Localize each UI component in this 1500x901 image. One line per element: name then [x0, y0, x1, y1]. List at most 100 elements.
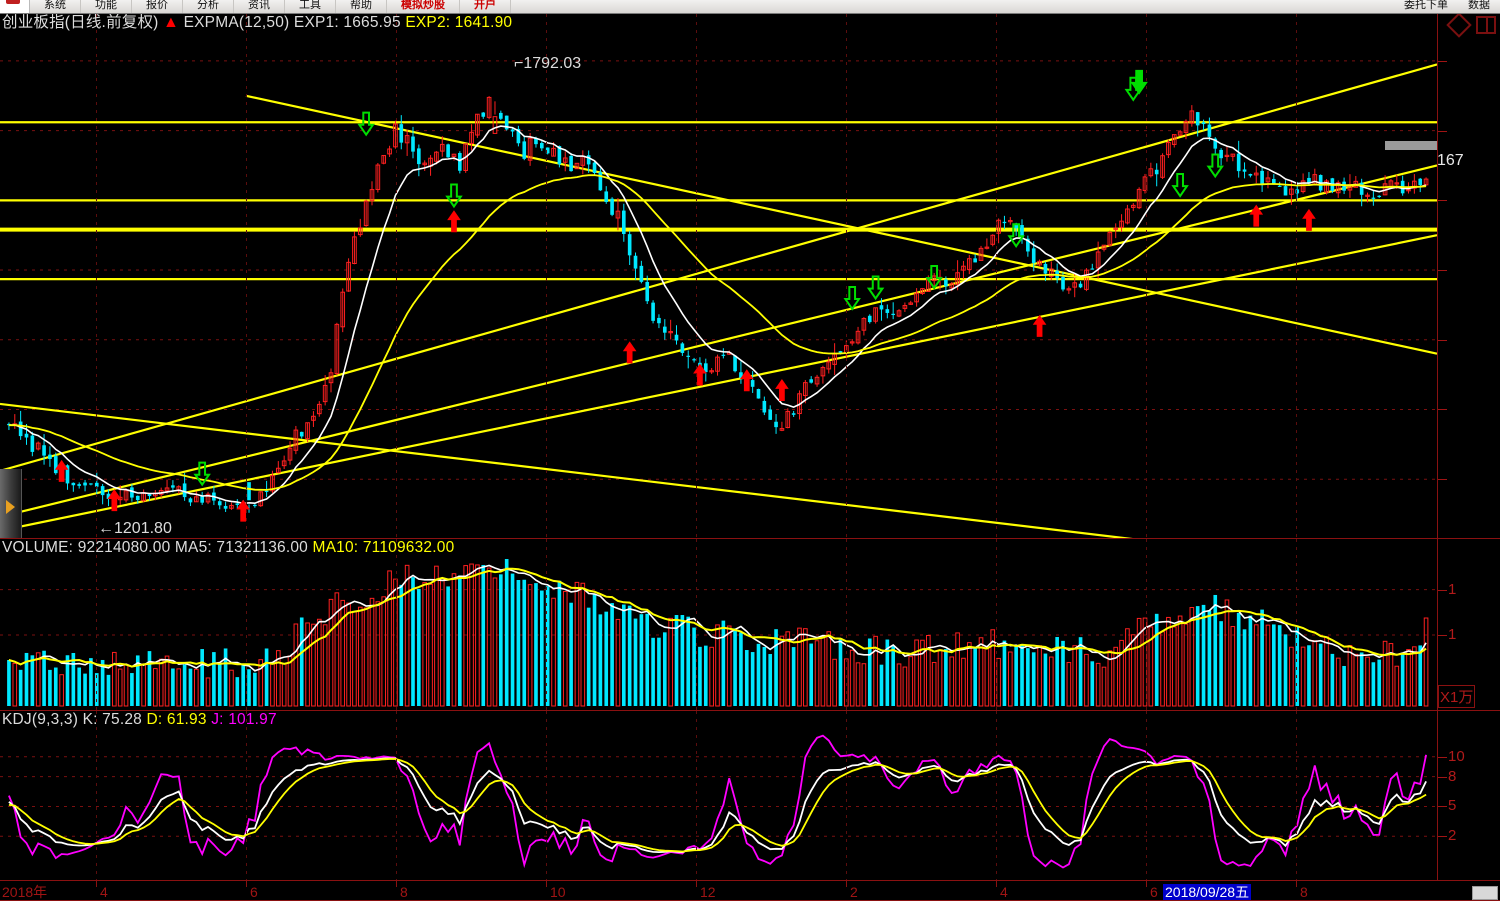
price-axis-tick [1438, 270, 1447, 272]
vertical-gridline [546, 711, 547, 880]
vertical-gridline [1146, 14, 1147, 538]
price-axis [1437, 14, 1500, 538]
date-tick-label: 8 [400, 884, 408, 900]
horizontal-scrollbar[interactable] [1472, 886, 1498, 900]
menu-item-4[interactable]: 资讯 [234, 0, 285, 13]
vertical-gridline [396, 14, 397, 538]
vertical-gridline [246, 14, 247, 538]
price-axis-tick [1438, 409, 1447, 411]
kdj-axis-tick [1438, 806, 1447, 808]
chart-title: 创业板指(日线.前复权) [2, 14, 159, 31]
price-axis-tick [1438, 60, 1447, 62]
expand-arrow-icon [6, 499, 15, 514]
kdj-axis-tick [1438, 776, 1447, 778]
kdj-d-value: 61.93 [166, 711, 207, 728]
kdj-j-value: 101.97 [228, 711, 277, 728]
volume-chart-panel[interactable]: VOLUME: 92214080.00 MA5: 71321136.00 MA1… [0, 538, 1500, 710]
volume-axis: X1万 1 1 [1437, 539, 1500, 710]
date-tick-label: 12 [700, 884, 716, 900]
menu-item-6[interactable]: 帮助 [336, 0, 387, 13]
vertical-gridline [696, 539, 697, 710]
kdj-plot-area[interactable] [0, 711, 1437, 880]
date-tick-label: 4 [1000, 884, 1008, 900]
indicator-name[interactable]: EXPMA(12,50) [183, 14, 290, 31]
date-tick [996, 881, 997, 887]
date-tick-label: 4 [100, 884, 108, 900]
vertical-gridline [1296, 539, 1297, 710]
menu-item-1[interactable]: 功能 [81, 0, 132, 13]
vertical-gridline [396, 539, 397, 710]
menu-item-3[interactable]: 分析 [183, 0, 234, 13]
volume-plot-area[interactable] [0, 539, 1437, 710]
vertical-gridline [996, 711, 997, 880]
vertical-gridline [396, 711, 397, 880]
exp2-value: 1641.90 [454, 14, 513, 31]
date-tick [696, 881, 697, 887]
date-tick-label: 10 [550, 884, 566, 900]
kdj-svg [0, 734, 1437, 869]
vertical-gridline [246, 711, 247, 880]
date-start-label: 2018年 [2, 884, 48, 900]
date-tick [1296, 881, 1297, 887]
date-axis-bar[interactable]: 2018年 2018/09/28五 4 6 8 10 12 2 4 6 8 [0, 880, 1500, 901]
current-price-label: 167 [1437, 152, 1464, 169]
volume-unit-label: X1万 [1438, 685, 1476, 708]
kdj-name[interactable]: KDJ(9,3,3) [2, 711, 79, 728]
order-entry-button[interactable]: 委托下单 [1404, 0, 1448, 11]
volume-ma10-label: MA10: [312, 539, 359, 556]
vertical-gridline [1146, 711, 1147, 880]
kdj-chart-panel[interactable]: KDJ(9,3,3) K: 75.28 D: 61.93 J: 101.97 1… [0, 710, 1500, 880]
volume-axis-tick [1438, 635, 1447, 637]
vertical-gridline [996, 14, 997, 538]
vertical-gridline [846, 14, 847, 538]
kdj-k-label: K: [82, 711, 98, 728]
current-price-bar [1385, 141, 1437, 150]
date-tick-label: 8 [1300, 884, 1308, 900]
main-toolbar: 系统 功能 报价 分析 资讯 工具 帮助 模拟炒股 开户 委托下单 数据 [0, 0, 1500, 14]
kdj-axis-label: 10 [1448, 747, 1465, 765]
vertical-gridline [1296, 14, 1297, 538]
date-tick-label: 2 [850, 884, 858, 900]
vertical-gridline [246, 539, 247, 710]
date-tick-label: 6 [1150, 884, 1158, 900]
volume-value: 92214080.00 [77, 539, 171, 556]
exp1-label: EXP1: [293, 14, 339, 31]
vertical-gridline [96, 539, 97, 710]
low-price-marker: ←1201.80 [98, 520, 172, 537]
trend-up-icon: ▲ [163, 14, 180, 31]
kdj-legend: KDJ(9,3,3) K: 75.28 D: 61.93 J: 101.97 [2, 712, 277, 728]
date-tick [396, 881, 397, 887]
vertical-gridline [996, 539, 997, 710]
kdj-axis-label: 5 [1448, 797, 1457, 815]
price-chart-panel[interactable]: 创业板指(日线.前复权) ▲ EXPMA(12,50) EXP1: 1665.9… [0, 14, 1500, 538]
volume-axis-label: 1 [1448, 580, 1457, 598]
volume-ma5-value: 71321136.00 [216, 539, 308, 556]
date-tick-label: 6 [250, 884, 258, 900]
vertical-gridline [546, 539, 547, 710]
price-plot-area[interactable]: ⌐1792.03 ←1201.80 [0, 14, 1438, 538]
vertical-gridline [546, 14, 547, 538]
data-button[interactable]: 数据 [1468, 0, 1490, 11]
vertical-gridline [1296, 711, 1297, 880]
kdj-d-label: D: [146, 711, 163, 728]
date-tick [246, 881, 247, 887]
kdj-axis-tick [1438, 756, 1447, 758]
volume-name[interactable]: VOLUME: [2, 539, 74, 556]
price-axis-tick [1438, 339, 1447, 341]
volume-svg [0, 559, 1437, 707]
date-selected-label: 2018/09/28五 [1163, 884, 1252, 900]
sim-trading-button[interactable]: 模拟炒股 [387, 0, 460, 13]
menu-item-5[interactable]: 工具 [285, 0, 336, 13]
left-panel-expander[interactable] [0, 469, 22, 538]
menu-item-0[interactable]: 系统 [30, 0, 81, 13]
price-legend: 创业板指(日线.前复权) ▲ EXPMA(12,50) EXP1: 1665.9… [2, 15, 512, 31]
menu-item-2[interactable]: 报价 [132, 0, 183, 13]
price-axis-tick [1438, 130, 1447, 132]
exp2-label: EXP2: [405, 14, 451, 31]
vertical-gridline [96, 14, 97, 538]
open-account-button[interactable]: 开户 [460, 0, 511, 13]
split-rect-icon[interactable] [1476, 16, 1496, 34]
kdj-axis-label: 8 [1448, 767, 1457, 785]
date-tick [546, 881, 547, 887]
